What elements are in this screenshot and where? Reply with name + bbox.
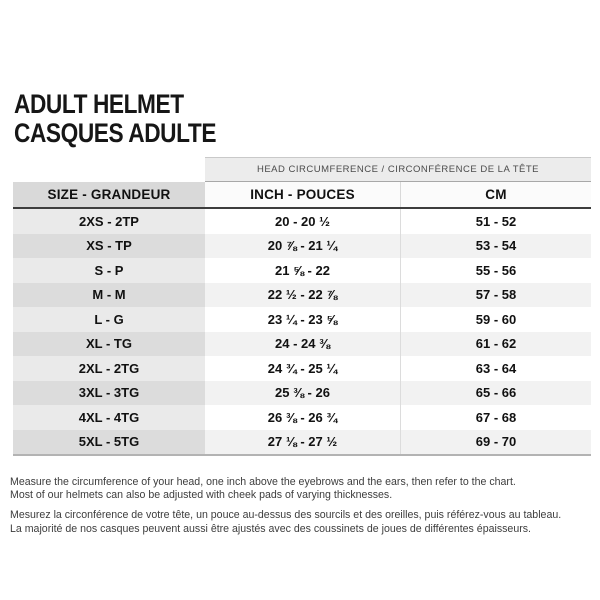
circumference-band-row: HEAD CIRCUMFERENCE / CIRCONFÉRENCE DE LA… — [13, 157, 591, 182]
table-row: 3XL - 3TG 25 ⅜ - 26 65 - 66 — [13, 380, 591, 405]
size-table: HEAD CIRCUMFERENCE / CIRCONFÉRENCE DE LA… — [13, 157, 591, 456]
cm-cell: 69 - 70 — [400, 429, 591, 454]
size-cell: 4XL - 4TG — [13, 405, 205, 430]
inch-cell: 20 - 20 ½ — [205, 209, 400, 234]
cm-cell: 53 - 54 — [400, 233, 591, 258]
size-cell: 2XL - 2TG — [13, 356, 205, 381]
footer-notes: Measure the circumference of your head, … — [10, 476, 590, 536]
cm-cell: 67 - 68 — [400, 405, 591, 430]
circumference-band-spacer — [13, 157, 205, 182]
size-cell: M - M — [13, 282, 205, 307]
cm-cell: 59 - 60 — [400, 307, 591, 332]
footer-line: Mesurez la circonférence de votre tête, … — [10, 509, 562, 522]
size-cell: S - P — [13, 258, 205, 283]
cm-cell: 57 - 58 — [400, 282, 591, 307]
size-cell: 5XL - 5TG — [13, 429, 205, 454]
cm-cell: 55 - 56 — [400, 258, 591, 283]
inch-cell: 24 - 24 ⅜ — [205, 331, 400, 356]
size-cell: XL - TG — [13, 331, 205, 356]
table-row: 5XL - 5TG 27 ⅛ - 27 ½ 69 - 70 — [13, 429, 591, 454]
table-row: XL - TG 24 - 24 ⅜ 61 - 62 — [13, 331, 591, 356]
table-row: S - P 21 ⅝ - 22 55 - 56 — [13, 258, 591, 283]
inch-cell: 25 ⅜ - 26 — [205, 380, 400, 405]
inch-cell: 23 ¼ - 23 ⅝ — [205, 307, 400, 332]
circumference-band-header: HEAD CIRCUMFERENCE / CIRCONFÉRENCE DE LA… — [205, 157, 591, 182]
column-header-size: SIZE - GRANDEUR — [13, 182, 205, 207]
size-cell: XS - TP — [13, 233, 205, 258]
size-cell: 3XL - 3TG — [13, 380, 205, 405]
page-title: ADULT HELMET CASQUES ADULTE — [14, 90, 600, 148]
cm-cell: 61 - 62 — [400, 331, 591, 356]
page-title-line-en: ADULT HELMET — [14, 89, 184, 119]
inch-cell: 27 ⅛ - 27 ½ — [205, 429, 400, 454]
table-row: 4XL - 4TG 26 ⅜ - 26 ¾ 67 - 68 — [13, 405, 591, 430]
table-row: M - M 22 ½ - 22 ⅞ 57 - 58 — [13, 282, 591, 307]
inch-cell: 20 ⅞ - 21 ¼ — [205, 233, 400, 258]
table-row: 2XS - 2TP 20 - 20 ½ 51 - 52 — [13, 209, 591, 234]
cm-cell: 63 - 64 — [400, 356, 591, 381]
size-cell: L - G — [13, 307, 205, 332]
footer-line: Measure the circumference of your head, … — [10, 476, 516, 488]
inch-cell: 21 ⅝ - 22 — [205, 258, 400, 283]
table-header-row: SIZE - GRANDEUR INCH - POUCES CM — [13, 182, 591, 209]
inch-cell: 26 ⅜ - 26 ¾ — [205, 405, 400, 430]
footer-line: La majorité de nos casques peuvent aussi… — [10, 522, 531, 535]
size-cell: 2XS - 2TP — [13, 209, 205, 234]
footer-note-fr: Mesurez la circonférence de votre tête, … — [10, 509, 590, 535]
cm-cell: 65 - 66 — [400, 380, 591, 405]
inch-cell: 24 ¾ - 25 ¼ — [205, 356, 400, 381]
page-title-line-fr: CASQUES ADULTE — [14, 118, 217, 148]
table-row: 2XL - 2TG 24 ¾ - 25 ¼ 63 - 64 — [13, 356, 591, 381]
column-header-inch: INCH - POUCES — [205, 182, 400, 207]
table-row: L - G 23 ¼ - 23 ⅝ 59 - 60 — [13, 307, 591, 332]
footer-note-en: Measure the circumference of your head, … — [10, 476, 590, 502]
footer-line: Most of our helmets can also be adjusted… — [10, 489, 393, 502]
inch-cell: 22 ½ - 22 ⅞ — [205, 282, 400, 307]
cm-cell: 51 - 52 — [400, 209, 591, 234]
column-header-cm: CM — [400, 182, 591, 207]
table-row: XS - TP 20 ⅞ - 21 ¼ 53 - 54 — [13, 233, 591, 258]
